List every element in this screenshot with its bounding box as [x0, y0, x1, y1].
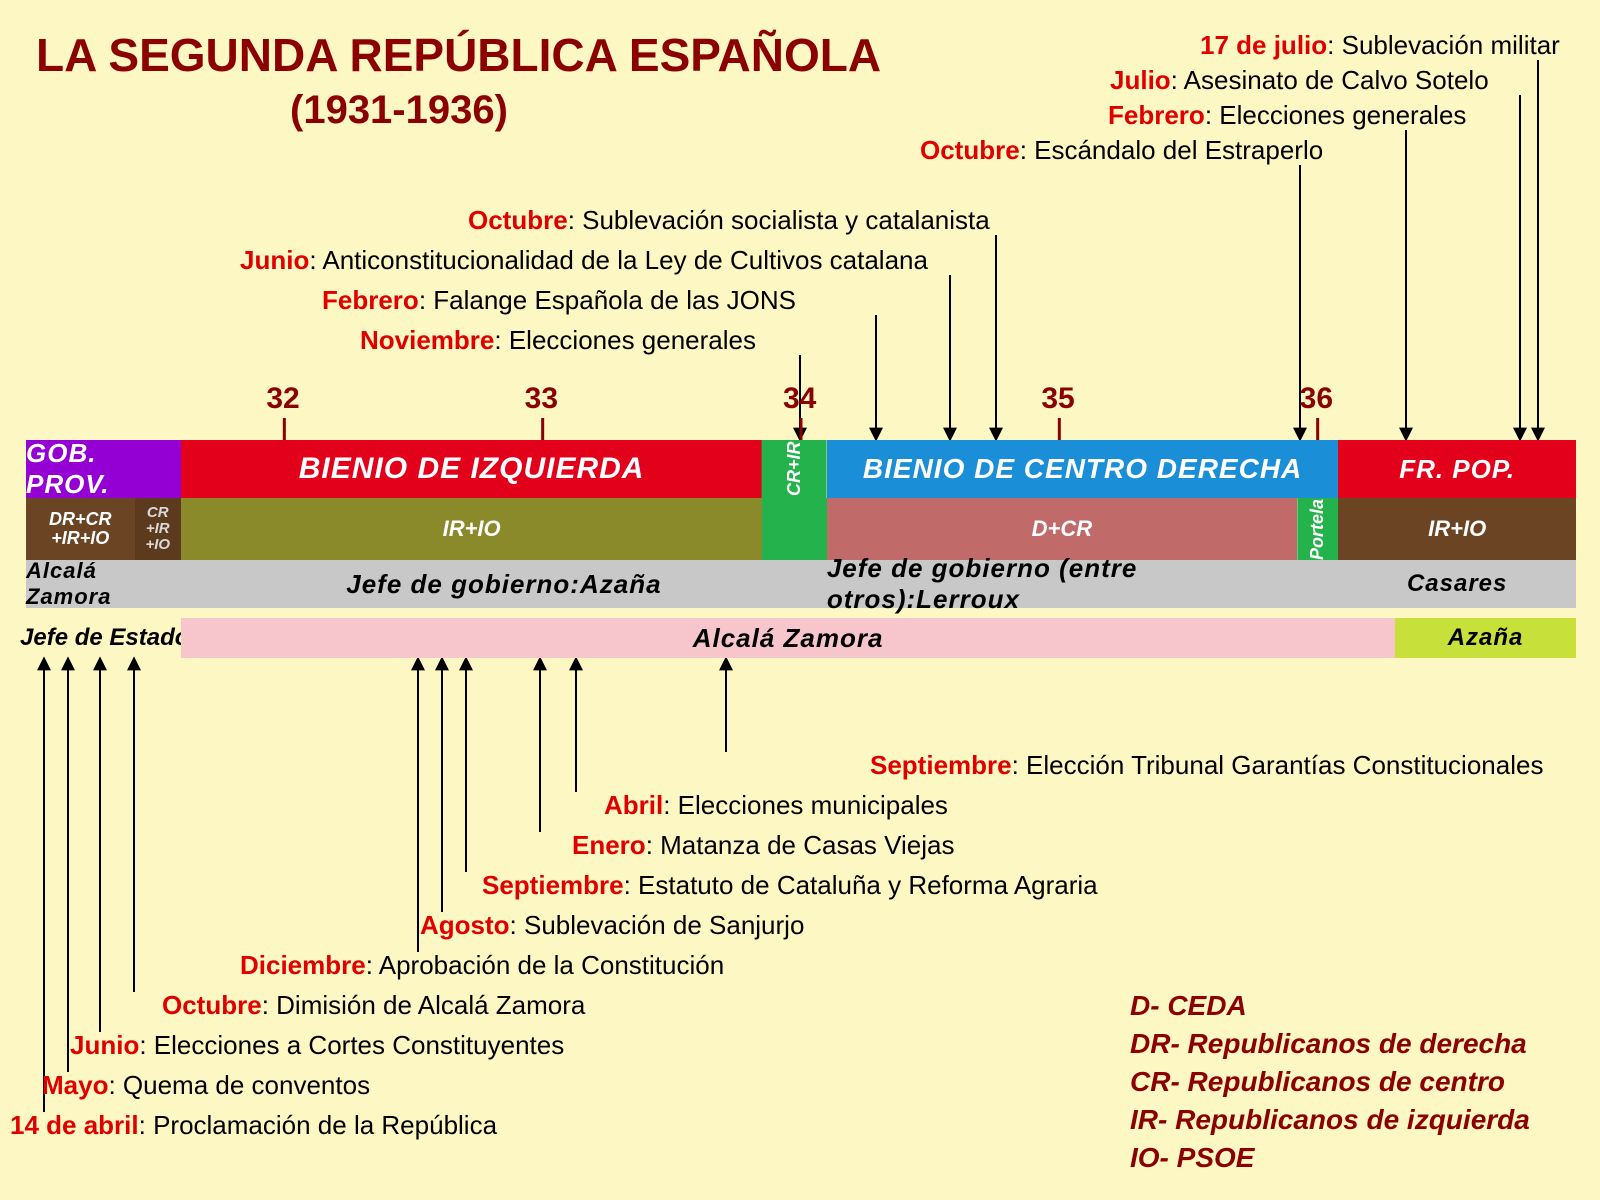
timeline-event: Octubre: Sublevación socialista y catala… [468, 205, 990, 236]
legend-item: DR- Republicanos de derecha [1130, 1028, 1527, 1060]
band-segment: Jefe de gobierno (entre otros):Lerroux [827, 560, 1339, 608]
timeline-event: Febrero: Falange Española de las JONS [322, 285, 796, 316]
event-text: : Sublevación de Sanjurjo [510, 910, 805, 940]
band-segment: CR+IR [762, 440, 827, 498]
legend-item: IO- PSOE [1130, 1142, 1254, 1174]
band-segment: DR+CR +IR+IO [26, 498, 135, 560]
timeline-event: Septiembre: Elección Tribunal Garantías … [870, 750, 1543, 781]
event-month: Enero [572, 830, 646, 860]
event-text: : Falange Española de las JONS [419, 285, 796, 315]
year-label: 36 [1300, 382, 1333, 416]
event-text: : Anticonstitucionalidad de la Ley de Cu… [309, 245, 928, 275]
event-text: : Elecciones generales [1205, 100, 1467, 130]
timeline-event: Septiembre: Estatuto de Cataluña y Refor… [482, 870, 1098, 901]
event-text: : Estatuto de Cataluña y Reforma Agraria [624, 870, 1098, 900]
timeline-event: Noviembre: Elecciones generales [360, 325, 756, 356]
event-month: Junio [240, 245, 309, 275]
event-month: Febrero [1108, 100, 1205, 130]
band-segment: IR+IO [181, 498, 762, 560]
event-text: : Matanza de Casas Viejas [646, 830, 955, 860]
timeline-event: Junio: Anticonstitucionalidad de la Ley … [240, 245, 928, 276]
event-text: : Aprobación de la Constitución [366, 950, 724, 980]
timeline-event: Abril: Elecciones municipales [604, 790, 948, 821]
event-text: : Dimisión de Alcalá Zamora [262, 990, 586, 1020]
event-text: : Sublevación socialista y catalanista [568, 205, 990, 235]
legend-item: D- CEDA [1130, 990, 1247, 1022]
event-text: : Asesinato de Calvo Sotelo [1171, 65, 1489, 95]
band-segment: CR +IR +IO [135, 498, 182, 560]
timeline-event: Agosto: Sublevación de Sanjurjo [420, 910, 804, 941]
event-text: : Elecciones generales [494, 325, 756, 355]
event-text: : Elección Tribunal Garantías Constituci… [1012, 750, 1544, 780]
event-text: : Quema de conventos [108, 1070, 370, 1100]
band-segment: Alcalá Zamora [26, 560, 181, 608]
event-month: 14 de abril [10, 1110, 139, 1140]
event-month: Abril [604, 790, 663, 820]
timeline-event: Junio: Elecciones a Cortes Constituyente… [70, 1030, 564, 1061]
event-text: : Sublevación militar [1327, 30, 1560, 60]
band-segment: Jefe de gobierno:Azaña [181, 560, 827, 608]
head-state-label: Jefe de Estado: [20, 618, 197, 658]
year-label: 32 [266, 382, 299, 416]
band-segment: GOB. PROV. [26, 440, 181, 498]
event-month: Septiembre [870, 750, 1012, 780]
timeline-event: Diciembre: Aprobación de la Constitución [240, 950, 724, 981]
timeline-event: Julio: Asesinato de Calvo Sotelo [1110, 65, 1489, 96]
event-text: : Proclamación de la República [139, 1110, 497, 1140]
band-segment: Azaña [1395, 618, 1576, 658]
year-label: 35 [1041, 382, 1074, 416]
main-title: LA SEGUNDA REPÚBLICA ESPAÑOLA [36, 28, 881, 82]
timeline-event: Octubre: Escándalo del Estraperlo [920, 135, 1323, 166]
event-month: Febrero [322, 285, 419, 315]
band-segment: BIENIO DE CENTRO DERECHA [827, 440, 1339, 498]
event-month: Noviembre [360, 325, 494, 355]
event-text: : Elecciones municipales [663, 790, 948, 820]
event-month: Julio [1110, 65, 1171, 95]
event-month: Diciembre [240, 950, 366, 980]
event-month: Junio [70, 1030, 139, 1060]
event-month: Septiembre [482, 870, 624, 900]
timeline-event: Octubre: Dimisión de Alcalá Zamora [162, 990, 585, 1021]
band-segment: Casares [1338, 560, 1576, 608]
event-month: Agosto [420, 910, 510, 940]
band-segment: D+CR [827, 498, 1297, 560]
band-segment: IR+IO [1338, 498, 1576, 560]
legend-item: IR- Republicanos de izquierda [1130, 1104, 1530, 1136]
event-month: Mayo [42, 1070, 108, 1100]
timeline-event: Enero: Matanza de Casas Viejas [572, 830, 955, 861]
band-segment: FR. POP. [1338, 440, 1576, 498]
subtitle: (1931-1936) [290, 88, 508, 133]
legend-item: CR- Republicanos de centro [1130, 1066, 1505, 1098]
event-month: 17 de julio [1200, 30, 1327, 60]
band-segment: Portela [1297, 498, 1338, 560]
timeline-event: 14 de abril: Proclamación de la Repúblic… [10, 1110, 497, 1141]
event-text: : Elecciones a Cortes Constituyentes [139, 1030, 564, 1060]
timeline-event: 17 de julio: Sublevación militar [1200, 30, 1560, 61]
year-label: 33 [525, 382, 558, 416]
event-month: Octubre [920, 135, 1020, 165]
band-segment: Alcalá Zamora [181, 618, 1395, 658]
event-month: Octubre [468, 205, 568, 235]
event-month: Octubre [162, 990, 262, 1020]
band-segment: BIENIO DE IZQUIERDA [181, 440, 762, 498]
band-segment [762, 498, 827, 560]
event-text: : Escándalo del Estraperlo [1020, 135, 1324, 165]
timeline-event: Mayo: Quema de conventos [42, 1070, 370, 1101]
timeline-event: Febrero: Elecciones generales [1108, 100, 1466, 131]
year-label: 34 [783, 382, 816, 416]
